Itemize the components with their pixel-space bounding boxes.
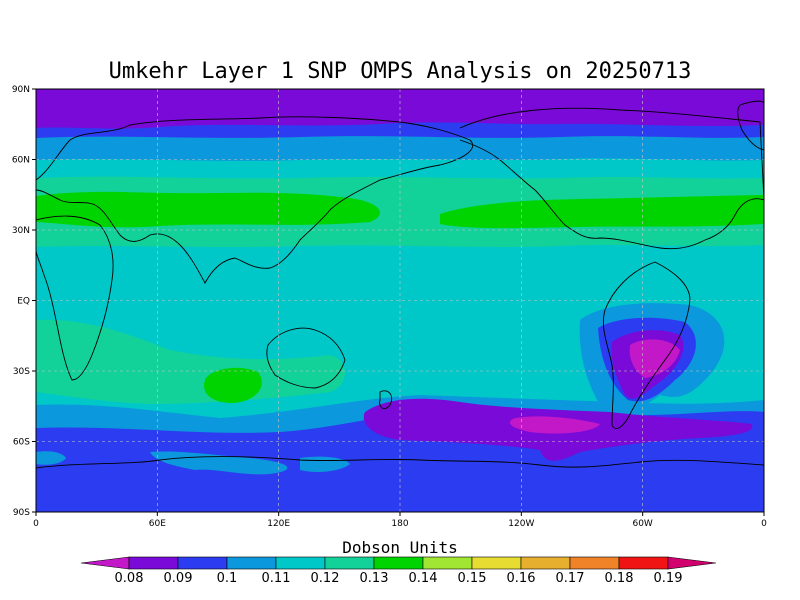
colorbar-level-label: 0.19: [654, 571, 683, 586]
colorbar-level-label: 0.1: [217, 571, 238, 586]
colorbar-title: Dobson Units: [342, 538, 458, 557]
colorbar-swatch: [128, 556, 179, 570]
contour-satl-magenta: [629, 339, 680, 378]
lat-tick-label: 30N: [12, 226, 30, 236]
colorbar-level-label: 0.17: [556, 571, 585, 586]
lat-tick-label: 30S: [13, 367, 30, 377]
lat-tick-label: 60S: [13, 438, 30, 448]
lon-axis: 0 60E 120E 180 120W 60W 0: [33, 512, 767, 529]
colorbar-level-label: 0.13: [360, 571, 389, 586]
coast-europe-asia: [36, 116, 473, 284]
colorbar-level-label: 0.18: [605, 571, 634, 586]
coast-south-america: [602, 261, 691, 429]
lon-tick-label: 120E: [267, 519, 290, 529]
lon-tick-label: 0: [33, 519, 39, 529]
colorbar-level-label: 0.08: [115, 571, 144, 586]
colorbar-swatch: [226, 556, 277, 570]
lon-tick-label: 60W: [632, 519, 652, 529]
colorbar-level-label: 0.09: [164, 571, 193, 586]
colorbar-level-label: 0.14: [409, 571, 438, 586]
map-title: Umkehr Layer 1 SNP OMPS Analysis on 2025…: [109, 59, 692, 84]
lat-tick-label: 90S: [13, 508, 30, 518]
colorbar-level-label: 0.16: [507, 571, 536, 586]
lat-axis: 90N 60N 30N EQ 30S 60S 90S: [12, 85, 36, 518]
coast-new-zealand: [379, 390, 393, 410]
lat-tick-label: 60N: [12, 156, 30, 166]
coast-north-america: [459, 107, 764, 250]
coast-africa: [36, 215, 114, 381]
lon-tick-label: 180: [391, 519, 408, 529]
lon-tick-label: 0: [761, 519, 767, 529]
colorbar-level-label: 0.15: [458, 571, 487, 586]
contour-antarctic-cyan-2: [150, 451, 288, 475]
coast-antarctica: [36, 456, 764, 469]
map-gridlines: [36, 89, 764, 512]
colorbar-level-label: 0.12: [311, 571, 340, 586]
colorbar-swatch: [471, 556, 522, 570]
colorbar: 0.08 0.09 0.1 0.11 0.12 0.13 0.14 0.15 0.16 0.17 0…: [80, 556, 717, 586]
contour-south-seagreen-blob: [204, 367, 262, 404]
colorbar-swatch: [569, 556, 620, 570]
contour-north-green: [36, 191, 380, 228]
colorbar-swatch: [520, 556, 571, 570]
lat-tick-label: EQ: [17, 297, 30, 307]
colorbar-arrow-low: [80, 556, 130, 570]
colorbar-swatch: [275, 556, 326, 570]
contour-south-seagreen: [36, 319, 345, 404]
contour-north-green-east: [440, 195, 764, 229]
colorbar-swatch: [373, 556, 424, 570]
coast-australia: [266, 327, 346, 389]
colorbar-level-label: 0.11: [262, 571, 291, 586]
lon-tick-label: 60E: [149, 519, 166, 529]
coastlines: [36, 100, 764, 469]
lat-tick-label: 90N: [12, 85, 30, 95]
colorbar-swatch: [177, 556, 228, 570]
contour-antarctic-cyan-1: [36, 451, 66, 465]
colorbar-swatch: [618, 556, 669, 570]
colorbar-swatch: [324, 556, 375, 570]
colorbar-swatch: [422, 556, 473, 570]
lon-tick-label: 120W: [508, 519, 534, 529]
colorbar-arrow-high: [667, 556, 717, 570]
contour-south-magenta: [510, 416, 600, 434]
coast-greenland: [737, 100, 764, 151]
